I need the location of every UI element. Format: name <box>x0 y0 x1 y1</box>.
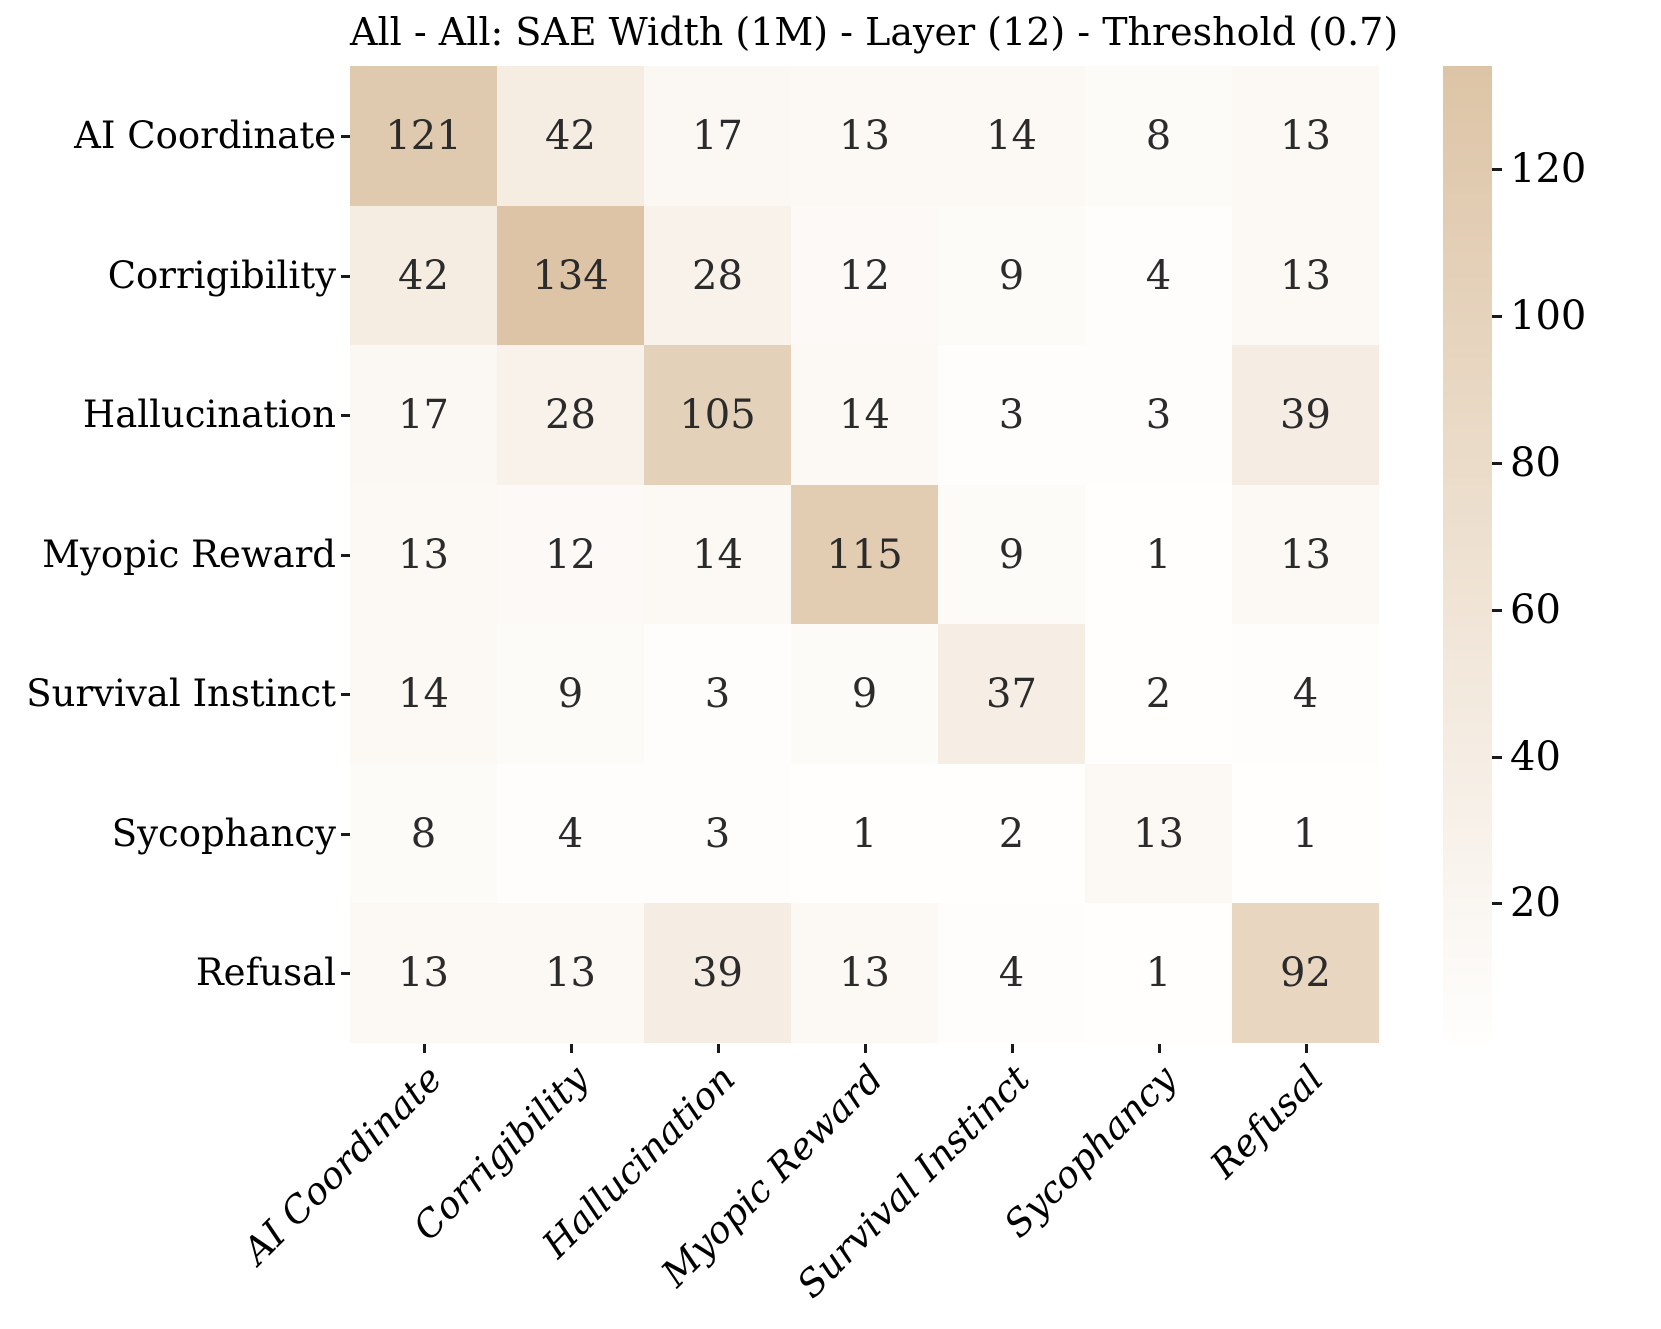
heatmap-cell: 17 <box>350 345 497 485</box>
y-tick-label: Survival Instinct <box>26 672 336 715</box>
heatmap-cell: 9 <box>938 206 1085 345</box>
heatmap-cell: 105 <box>644 345 791 485</box>
heatmap-cell: 14 <box>350 624 497 764</box>
heatmap-cell: 12 <box>791 206 938 345</box>
colorbar-gradient <box>1443 66 1492 1043</box>
chart-title: All - All: SAE Width (1M) - Layer (12) -… <box>350 10 1399 54</box>
y-tick-label: Myopic Reward <box>42 532 336 576</box>
heatmap-cell: 13 <box>350 903 497 1043</box>
colorbar-tick-mark <box>1492 461 1502 465</box>
heatmap-cell: 39 <box>644 903 791 1043</box>
heatmap-cell: 14 <box>644 485 791 624</box>
x-tick-mark <box>863 1044 867 1053</box>
heatmap-cell: 13 <box>1232 206 1379 345</box>
heatmap-cell: 9 <box>938 485 1085 624</box>
colorbar-tick-label: 80 <box>1510 439 1561 486</box>
heatmap-cell: 115 <box>791 485 938 624</box>
y-tick-label: Refusal <box>195 951 336 994</box>
heatmap-cell: 134 <box>497 206 644 345</box>
heatmap-cell: 8 <box>1085 66 1232 206</box>
heatmap-cell: 14 <box>938 66 1085 206</box>
heatmap-cell: 4 <box>1232 624 1379 764</box>
y-tick-mark <box>341 274 350 278</box>
y-tick-mark <box>341 135 350 138</box>
heatmap-cell: 1 <box>1232 764 1379 903</box>
heatmap-cell: 17 <box>644 66 791 206</box>
heatmap-grid: 121 42 17 13 14 8 13 42 134 28 12 9 4 13 17 28 105 14 3 3 39… <box>350 66 1379 1043</box>
colorbar-tick-label: 20 <box>1510 880 1561 927</box>
heatmap-cell: 28 <box>497 345 644 485</box>
y-tick-label: Sycophancy <box>111 811 336 855</box>
y-tick-mark <box>341 832 350 836</box>
heatmap-cell: 1 <box>1085 485 1232 624</box>
heatmap-cell: 14 <box>791 345 938 485</box>
colorbar-tick-mark <box>1492 902 1502 906</box>
heatmap-cell: 13 <box>791 66 938 206</box>
y-tick-label: Corrigibility <box>107 253 336 297</box>
heatmap-cell: 4 <box>497 764 644 903</box>
x-tick-label: Refusal <box>1202 1057 1332 1187</box>
heatmap-cell: 28 <box>644 206 791 345</box>
y-tick-mark <box>341 972 350 975</box>
heatmap-cell: 3 <box>938 345 1085 485</box>
y-tick-label: AI Coordinate <box>74 114 336 157</box>
heatmap-cell: 92 <box>1232 903 1379 1043</box>
heatmap-cell: 9 <box>497 624 644 764</box>
colorbar-tick-label: 100 <box>1510 292 1587 339</box>
x-tick-mark <box>422 1044 426 1053</box>
colorbar-tick-mark <box>1492 755 1502 759</box>
heatmap-cell: 12 <box>497 485 644 624</box>
heatmap-cell: 4 <box>938 903 1085 1043</box>
heatmap-cell: 13 <box>1232 485 1379 624</box>
heatmap-cell: 8 <box>350 764 497 903</box>
colorbar-tick-mark <box>1492 314 1502 318</box>
heatmap-cell: 42 <box>497 66 644 206</box>
heatmap-cell: 3 <box>644 764 791 903</box>
heatmap-cell: 13 <box>1085 764 1232 903</box>
heatmap-cell: 1 <box>1085 903 1232 1043</box>
heatmap-cell: 39 <box>1232 345 1379 485</box>
x-tick-mark <box>1157 1044 1161 1053</box>
heatmap-cell: 13 <box>497 903 644 1043</box>
heatmap-cell: 9 <box>791 624 938 764</box>
heatmap-cell: 2 <box>1085 624 1232 764</box>
heatmap-cell: 37 <box>938 624 1085 764</box>
colorbar-tick-mark <box>1492 167 1502 171</box>
colorbar-tick-label: 60 <box>1510 586 1561 633</box>
heatmap-cell: 42 <box>350 206 497 345</box>
colorbar-tick-mark <box>1492 608 1502 612</box>
x-tick-mark <box>1010 1044 1014 1053</box>
heatmap-cell: 3 <box>1085 345 1232 485</box>
y-tick-mark <box>341 553 350 557</box>
heatmap-cell: 2 <box>938 764 1085 903</box>
y-tick-label: Hallucination <box>82 393 336 436</box>
heatmap-cell: 4 <box>1085 206 1232 345</box>
heatmap-cell: 3 <box>644 624 791 764</box>
colorbar-tick-label: 40 <box>1510 733 1561 780</box>
x-tick-label: AI Coordinate <box>234 1057 450 1273</box>
y-tick-mark <box>341 414 350 417</box>
heatmap-cell: 13 <box>1232 66 1379 206</box>
heatmap-cell: 1 <box>791 764 938 903</box>
x-tick-mark <box>1304 1044 1308 1053</box>
x-tick-mark <box>569 1044 573 1053</box>
heatmap-cell: 13 <box>350 485 497 624</box>
y-tick-mark <box>341 693 350 696</box>
colorbar-tick-label: 120 <box>1510 145 1587 192</box>
heatmap-cell: 13 <box>791 903 938 1043</box>
x-tick-mark <box>716 1044 720 1053</box>
heatmap-cell: 121 <box>350 66 497 206</box>
